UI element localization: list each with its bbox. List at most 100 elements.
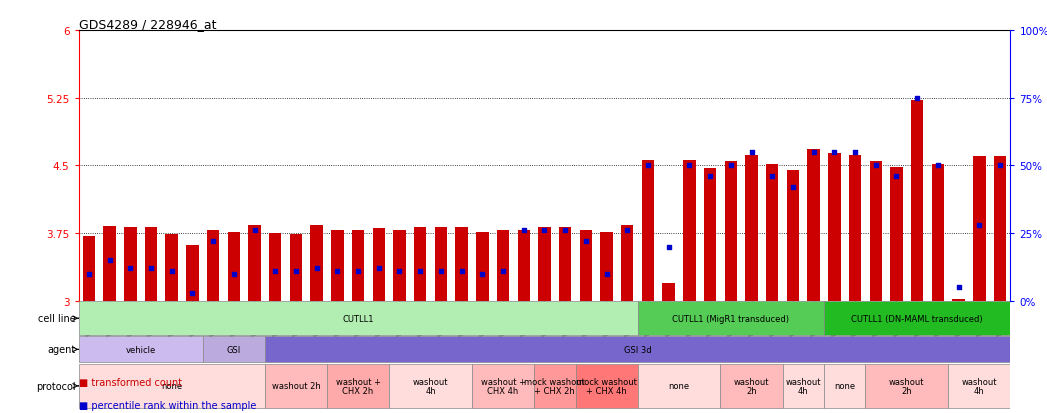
Bar <box>911 101 923 301</box>
Point <box>992 163 1008 169</box>
Text: none: none <box>161 382 182 390</box>
Bar <box>720 364 782 408</box>
Bar <box>824 364 866 408</box>
Bar <box>638 301 824 335</box>
Point <box>163 268 180 275</box>
Bar <box>497 231 509 301</box>
Text: mock washout
+ CHX 4h: mock washout + CHX 4h <box>576 377 637 395</box>
Bar <box>973 157 985 301</box>
Text: CUTLL1: CUTLL1 <box>342 314 374 323</box>
Bar <box>745 155 758 301</box>
Bar <box>352 231 364 301</box>
Bar <box>538 227 551 301</box>
Bar <box>265 364 327 408</box>
Bar <box>373 229 385 301</box>
Point <box>329 268 346 275</box>
Point <box>909 95 926 102</box>
Bar <box>824 301 1010 335</box>
Point <box>951 284 967 291</box>
Bar <box>472 364 534 408</box>
Bar <box>331 231 343 301</box>
Point <box>847 149 864 156</box>
Text: washout +
CHX 2h: washout + CHX 2h <box>336 377 380 395</box>
Text: CUTLL1 (MigR1 transduced): CUTLL1 (MigR1 transduced) <box>672 314 789 323</box>
Bar <box>807 150 820 301</box>
Bar <box>327 364 389 408</box>
Bar <box>394 231 405 301</box>
Bar <box>725 161 737 301</box>
Bar <box>227 233 240 301</box>
Bar <box>580 231 592 301</box>
Point <box>184 290 201 296</box>
Point <box>288 268 305 275</box>
Text: GSI 3d: GSI 3d <box>624 345 651 354</box>
Point <box>515 228 532 234</box>
Text: washout 2h: washout 2h <box>271 382 320 390</box>
Point <box>722 163 739 169</box>
Point <box>888 173 905 180</box>
Point <box>453 268 470 275</box>
Point <box>392 268 408 275</box>
Point <box>661 244 677 250</box>
Point <box>867 163 884 169</box>
Text: mock washout
+ CHX 2h: mock washout + CHX 2h <box>525 377 585 395</box>
Point <box>764 173 781 180</box>
Point <box>81 271 97 277</box>
Bar <box>265 337 1010 363</box>
Point <box>743 149 760 156</box>
Bar <box>290 234 303 301</box>
Bar <box>949 364 1010 408</box>
Text: washout +
CHX 4h: washout + CHX 4h <box>481 377 526 395</box>
Point <box>411 268 428 275</box>
Bar <box>849 155 862 301</box>
Bar <box>389 364 472 408</box>
Bar <box>866 364 949 408</box>
Bar <box>203 337 265 363</box>
Point <box>205 238 222 245</box>
Text: cell line: cell line <box>38 313 75 323</box>
Bar <box>165 234 178 301</box>
Point <box>246 228 263 234</box>
Text: washout
2h: washout 2h <box>889 377 925 395</box>
Bar <box>994 157 1006 301</box>
Point <box>640 163 656 169</box>
Point <box>474 271 491 277</box>
Point <box>557 228 574 234</box>
Bar <box>663 283 675 301</box>
Bar <box>890 168 903 301</box>
Bar <box>104 226 116 301</box>
Point <box>102 257 118 264</box>
Point <box>578 238 595 245</box>
Bar <box>79 301 638 335</box>
Point <box>267 268 284 275</box>
Bar <box>932 164 944 301</box>
Text: agent: agent <box>47 344 75 354</box>
Bar <box>638 364 720 408</box>
Bar <box>414 227 426 301</box>
Text: GDS4289 / 228946_at: GDS4289 / 228946_at <box>79 18 216 31</box>
Point <box>225 271 242 277</box>
Bar <box>704 169 716 301</box>
Point <box>121 265 138 272</box>
Bar <box>79 364 265 408</box>
Point <box>494 268 511 275</box>
Text: GSI: GSI <box>227 345 241 354</box>
Bar <box>435 227 447 301</box>
Text: vehicle: vehicle <box>126 345 156 354</box>
Text: washout
4h: washout 4h <box>961 377 997 395</box>
Bar <box>534 364 576 408</box>
Point <box>350 268 366 275</box>
Point <box>826 149 843 156</box>
Point <box>432 268 449 275</box>
Bar <box>269 233 282 301</box>
Point <box>971 222 987 229</box>
Bar <box>621 225 633 301</box>
Bar <box>248 225 261 301</box>
Bar <box>207 231 219 301</box>
Text: washout
4h: washout 4h <box>785 377 821 395</box>
Point <box>805 149 822 156</box>
Text: CUTLL1 (DN-MAML transduced): CUTLL1 (DN-MAML transduced) <box>851 314 983 323</box>
Point <box>308 265 325 272</box>
Point <box>701 173 718 180</box>
Bar <box>786 171 799 301</box>
